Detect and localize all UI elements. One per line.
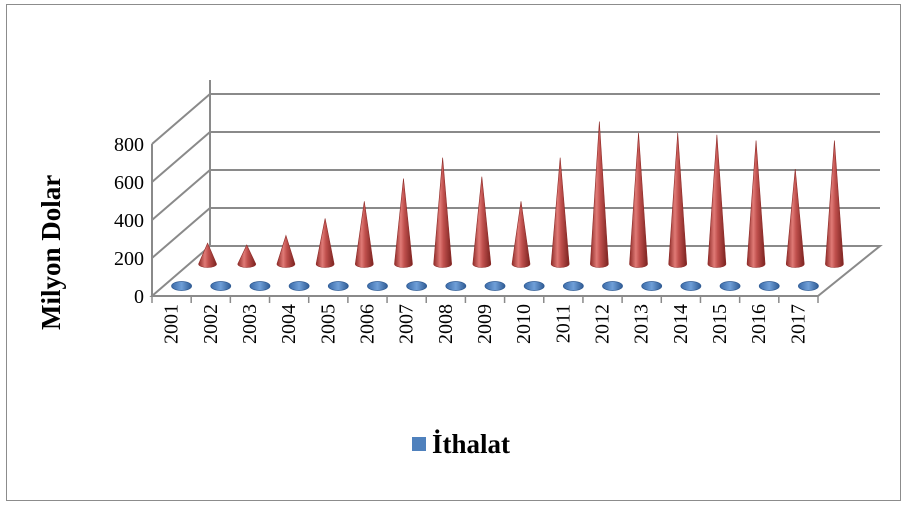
- x-tick-label: 2017: [787, 304, 809, 344]
- cone-mark: [354, 201, 374, 268]
- disk-mark: [406, 281, 428, 291]
- disk-mark: [327, 281, 349, 291]
- x-tick-label: 2013: [631, 304, 653, 344]
- x-tick-label: 2002: [200, 304, 222, 344]
- cone-mark: [198, 242, 217, 268]
- cone-mark: [550, 157, 570, 268]
- disk-mark: [562, 281, 584, 291]
- disk-mark: [602, 281, 623, 291]
- x-tick-label: 2016: [748, 304, 770, 344]
- cone-mark: [590, 121, 609, 268]
- y-tick-label: 400: [114, 210, 144, 232]
- y-axis-label: Milyon Dolar: [36, 175, 66, 330]
- cone-mark: [707, 134, 727, 268]
- cone-mark: [785, 168, 805, 268]
- x-tick-label: 2006: [356, 304, 378, 344]
- x-tick-label: 2012: [592, 304, 614, 344]
- legend-label-ithalat: İthalat: [432, 429, 510, 459]
- legend: İthalat: [412, 429, 510, 459]
- cone-mark: [276, 234, 296, 268]
- cone-mark: [433, 157, 452, 268]
- cone-mark: [472, 176, 492, 268]
- disk-mark: [484, 281, 506, 291]
- cone-mark: [825, 140, 844, 268]
- cone-mark: [394, 178, 413, 268]
- x-tick-label: 2001: [161, 304, 183, 344]
- disk-mark: [210, 281, 232, 291]
- x-tick-label: 2008: [435, 304, 457, 344]
- disk-mark: [249, 281, 271, 291]
- cone-mark: [746, 140, 766, 268]
- y-tick-label: 600: [114, 172, 144, 194]
- cone-mark: [668, 132, 688, 268]
- cone-mark: [237, 244, 257, 268]
- legend-swatch-ithalat: [412, 437, 426, 451]
- gridline: [151, 131, 880, 183]
- disk-mark: [288, 281, 310, 291]
- x-tick-label: 2005: [317, 304, 339, 344]
- disk-mark: [171, 281, 192, 291]
- disk-mark: [758, 281, 780, 291]
- x-tick-label: 2010: [513, 304, 535, 344]
- disk-mark: [445, 281, 467, 291]
- y-tick-label: 200: [114, 248, 144, 270]
- cone-mark: [315, 218, 335, 268]
- gridline: [151, 93, 880, 145]
- x-tick-label: 2011: [552, 304, 574, 343]
- cone-mark: [629, 132, 648, 268]
- disk-mark: [641, 281, 663, 291]
- x-tick-label: 2007: [396, 304, 418, 344]
- x-tick-label: 2009: [474, 304, 496, 344]
- x-tick-label: 2015: [709, 304, 731, 344]
- disk-mark: [798, 281, 819, 291]
- disk-mark: [680, 281, 702, 291]
- x-tick-label: 2014: [670, 304, 692, 344]
- x-tick-label: 2004: [278, 304, 300, 344]
- y-tick-label: 800: [114, 134, 144, 156]
- gridline: [151, 169, 880, 221]
- cone-mark: [511, 201, 531, 268]
- y-tick-label: 0: [134, 286, 144, 308]
- disk-mark: [523, 281, 545, 291]
- x-tick-label: 2003: [239, 304, 261, 344]
- disk-mark: [367, 281, 388, 291]
- disk-mark: [719, 281, 741, 291]
